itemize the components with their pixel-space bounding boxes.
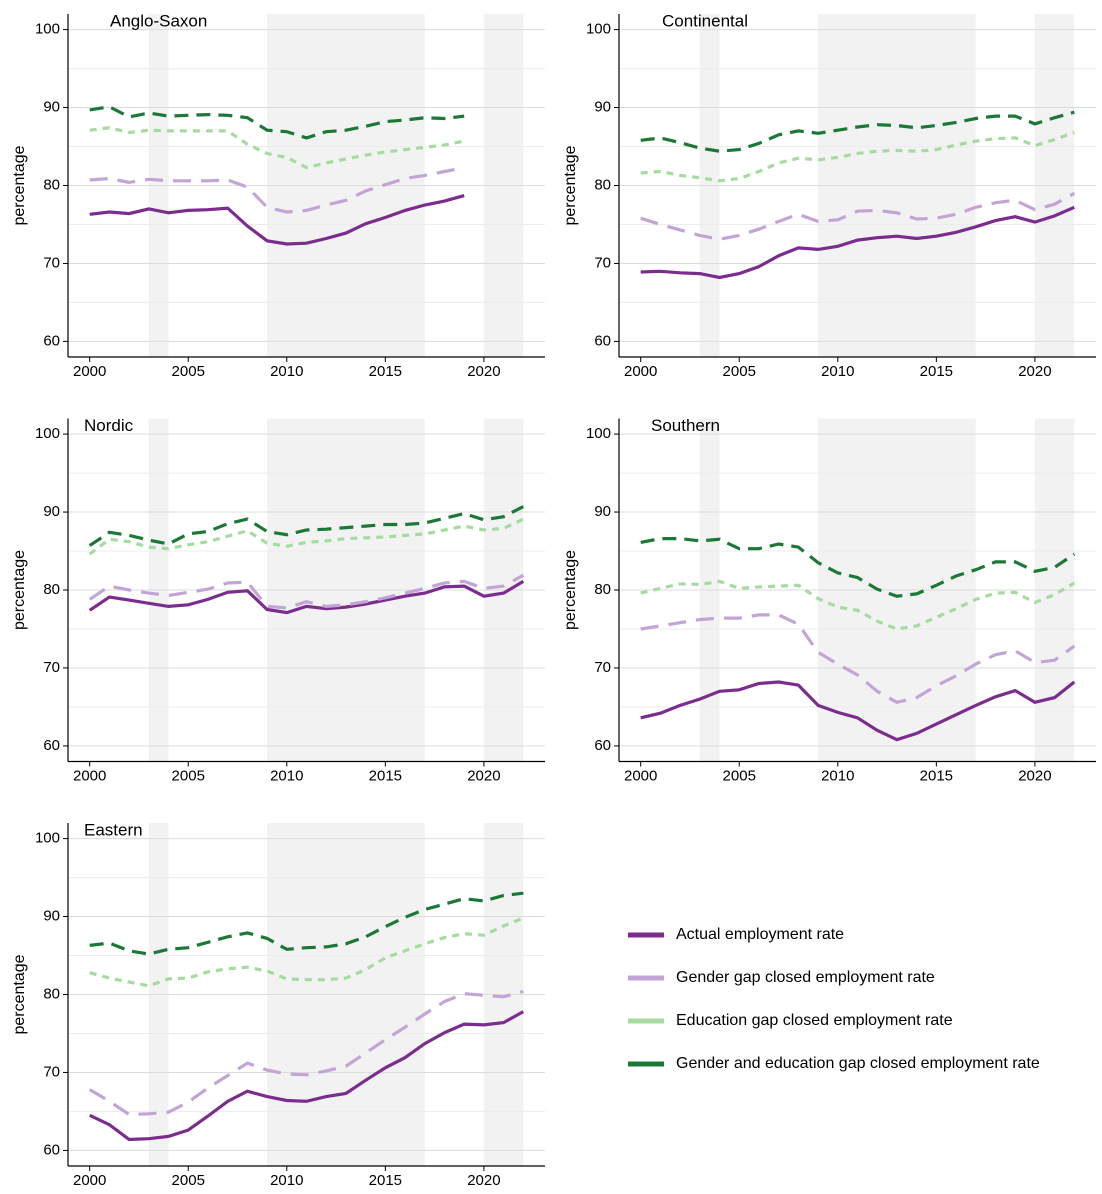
x-tick-label: 2020 (467, 1172, 500, 1189)
series-line (89, 916, 524, 988)
x-tick-label: 2005 (172, 1172, 205, 1189)
x-tick-label: 2010 (821, 363, 854, 380)
y-tick-label: 60 (594, 332, 611, 349)
legend-label: Gender gap closed employment rate (676, 969, 935, 986)
y-axis-label: percentage (11, 145, 28, 225)
y-tick-label: 90 (594, 99, 611, 116)
series-line (88, 573, 525, 610)
x-tick-label: 2005 (172, 767, 205, 784)
y-tick-label: 90 (43, 99, 60, 116)
series-line (640, 191, 1076, 241)
x-tick-label: 2010 (270, 1172, 303, 1189)
y-tick-label: 100 (586, 21, 611, 38)
y-axis-label: percentage (11, 550, 28, 630)
series-line (640, 130, 1075, 183)
y-tick-label: 60 (43, 332, 60, 349)
y-tick-label: 80 (43, 985, 60, 1002)
y-tick-label: 60 (594, 737, 611, 754)
y-tick-label: 80 (43, 176, 60, 193)
y-tick-label: 100 (35, 830, 60, 847)
x-tick-label: 2010 (270, 363, 303, 380)
series-line (88, 989, 524, 1117)
y-tick-label: 70 (43, 659, 60, 676)
panel-title: Eastern (84, 820, 143, 839)
panel-title: Southern (651, 416, 720, 435)
y-tick-label: 70 (594, 254, 611, 271)
x-tick-label: 2020 (1018, 767, 1051, 784)
y-tick-label: 70 (43, 1063, 60, 1080)
y-axis-label: percentage (562, 145, 579, 225)
x-tick-label: 2000 (73, 1172, 106, 1189)
series-line (640, 613, 1076, 705)
panel-title: Continental (662, 11, 748, 30)
y-tick-label: 90 (594, 503, 611, 520)
y-tick-label: 80 (594, 581, 611, 598)
y-tick-label: 70 (594, 659, 611, 676)
x-tick-label: 2020 (1018, 363, 1051, 380)
x-tick-label: 2010 (821, 767, 854, 784)
y-tick-label: 90 (43, 908, 60, 925)
x-tick-label: 2005 (172, 363, 205, 380)
panel-title: Anglo-Saxon (110, 11, 207, 30)
y-tick-label: 80 (594, 176, 611, 193)
series-line (640, 110, 1075, 153)
series-line (89, 166, 465, 214)
y-axis-label: percentage (11, 954, 28, 1034)
x-tick-label: 2015 (369, 767, 402, 784)
legend-label: Actual employment rate (676, 926, 844, 943)
x-tick-label: 2015 (920, 767, 953, 784)
x-tick-label: 2015 (920, 363, 953, 380)
series-line (88, 505, 525, 547)
x-tick-label: 2020 (467, 767, 500, 784)
series-line (88, 517, 524, 556)
series-line (88, 580, 525, 615)
y-tick-label: 100 (35, 425, 60, 442)
series-line (640, 680, 1076, 742)
x-tick-label: 2000 (624, 363, 657, 380)
series-line (89, 1010, 525, 1142)
x-tick-label: 2000 (73, 767, 106, 784)
series-line (89, 194, 465, 246)
series-line (640, 537, 1076, 598)
legend-label: Education gap closed employment rate (676, 1012, 953, 1029)
series-line (640, 205, 1075, 280)
x-tick-label: 2020 (467, 363, 500, 380)
y-tick-label: 70 (43, 254, 60, 271)
legend-label: Gender and education gap closed employme… (676, 1055, 1040, 1072)
x-tick-label: 2005 (723, 363, 756, 380)
y-tick-label: 90 (43, 503, 60, 520)
y-axis-label: percentage (562, 550, 579, 630)
series-line (89, 891, 524, 956)
panel-title: Nordic (84, 416, 134, 435)
x-tick-label: 2015 (369, 363, 402, 380)
y-tick-label: 80 (43, 581, 60, 598)
y-tick-label: 60 (43, 737, 60, 754)
series-line (640, 579, 1076, 631)
y-tick-label: 60 (43, 1141, 60, 1158)
x-tick-label: 2005 (723, 767, 756, 784)
x-tick-label: 2015 (369, 1172, 402, 1189)
x-tick-label: 2000 (624, 767, 657, 784)
x-tick-label: 2000 (73, 363, 106, 380)
y-tick-label: 100 (35, 21, 60, 38)
y-tick-label: 100 (586, 425, 611, 442)
x-tick-label: 2010 (270, 767, 303, 784)
